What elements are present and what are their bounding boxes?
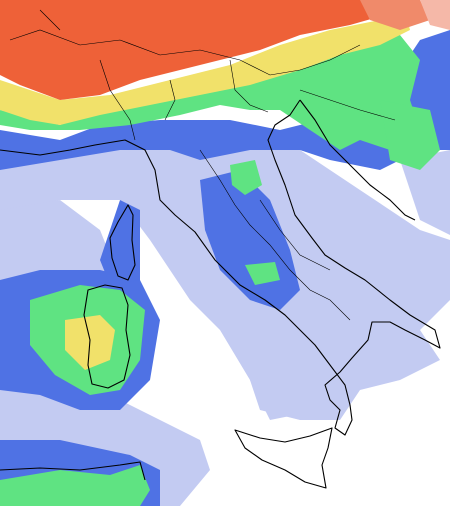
- coastlines: [0, 99, 441, 489]
- orange-field: [0, 0, 450, 100]
- borders: [9, 9, 396, 321]
